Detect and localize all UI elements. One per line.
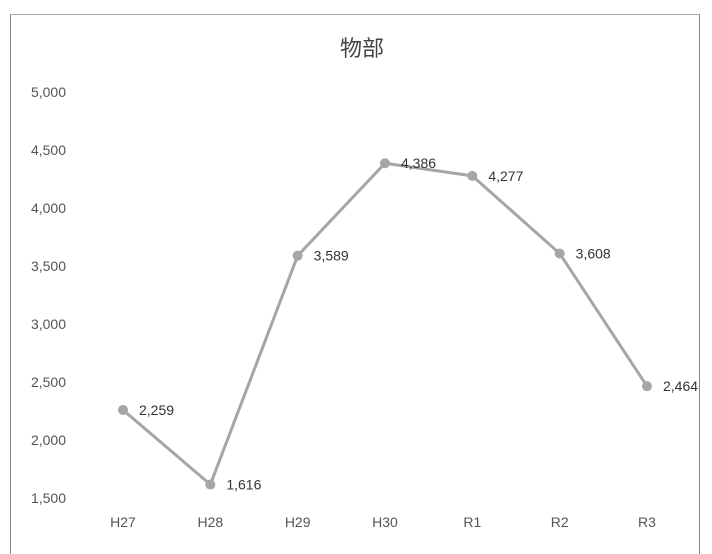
data-label: 2,464	[663, 378, 698, 394]
x-axis-ticks: H27 H28 H29 H30 R1 R2 R3	[110, 514, 656, 530]
x-tick-label: H28	[197, 514, 223, 530]
data-point-marker	[467, 170, 478, 181]
series-line	[122, 161, 649, 487]
series-markers	[118, 158, 652, 490]
y-axis-ticks: 1,500 2,000 2,500 3,000 3,500 4,000 4,500 5,000	[31, 84, 66, 506]
data-point-marker	[292, 250, 303, 261]
x-tick-label: H29	[285, 514, 311, 530]
data-label: 4,277	[488, 168, 523, 184]
x-tick-label: R1	[463, 514, 481, 530]
data-label: 4,386	[401, 155, 436, 171]
y-tick-label: 2,000	[31, 432, 66, 448]
series-polyline	[122, 161, 649, 487]
data-point-marker	[205, 479, 216, 490]
data-label: 3,589	[314, 248, 349, 264]
data-point-marker	[380, 158, 390, 169]
data-label: 1,616	[226, 477, 261, 493]
y-tick-label: 1,500	[31, 490, 66, 506]
data-label: 2,259	[139, 402, 174, 418]
data-point-marker	[642, 381, 652, 392]
y-tick-label: 4,000	[31, 200, 66, 216]
y-tick-label: 5,000	[31, 84, 66, 100]
chart-frame	[10, 14, 700, 554]
data-labels: 2,259 1,616 3,589 4,386 4,277 3,608 2,464	[139, 155, 698, 492]
x-tick-label: R2	[551, 514, 569, 530]
y-tick-label: 2,500	[31, 374, 66, 390]
y-tick-label: 3,500	[31, 258, 66, 274]
chart-title: 物部	[340, 37, 384, 62]
y-tick-label: 3,000	[31, 316, 66, 332]
data-point-marker	[554, 248, 565, 259]
x-tick-label: H27	[110, 514, 136, 530]
y-tick-label: 4,500	[31, 142, 66, 158]
line-chart: 物部 1,500 2,000 2,500 3,000 3,500 4,000 4,500 5,…	[31, 37, 698, 530]
x-tick-label: R3	[638, 514, 656, 530]
data-label: 3,608	[576, 245, 611, 261]
x-tick-label: H30	[372, 514, 398, 530]
data-point-marker	[118, 404, 128, 415]
